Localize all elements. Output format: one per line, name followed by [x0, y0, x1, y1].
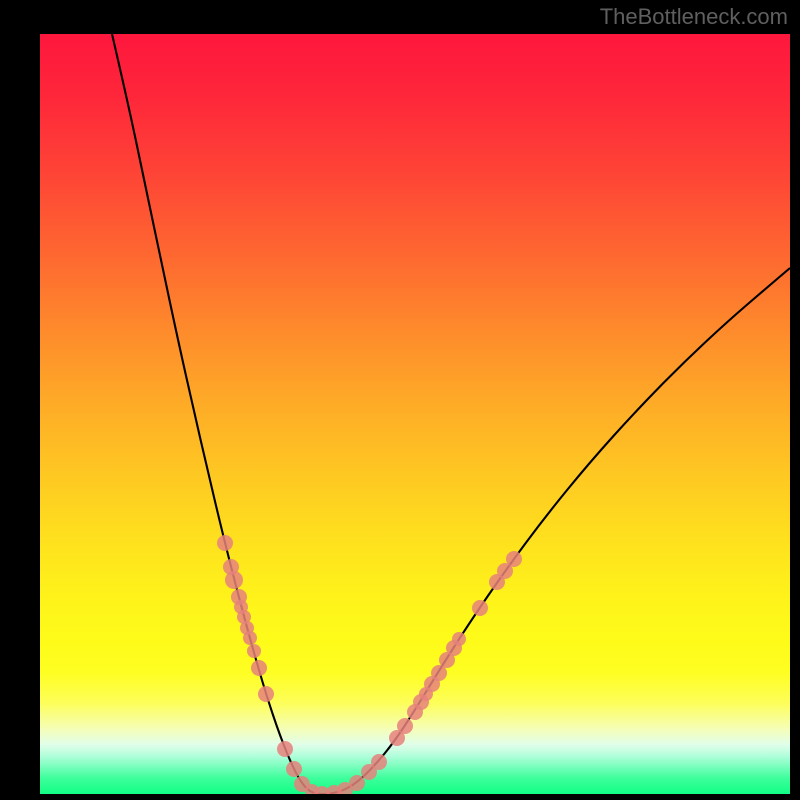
bottleneck-chart [0, 0, 800, 800]
plot-gradient-background [40, 34, 790, 794]
data-marker [247, 644, 261, 658]
data-marker [397, 718, 413, 734]
data-marker [277, 741, 293, 757]
data-marker [217, 535, 233, 551]
data-marker [286, 761, 302, 777]
data-marker [452, 632, 466, 646]
data-marker [371, 754, 387, 770]
data-marker [258, 686, 274, 702]
data-marker [349, 775, 365, 791]
data-marker [225, 571, 243, 589]
chart-container: TheBottleneck.com [0, 0, 800, 800]
data-marker [243, 631, 257, 645]
watermark-text: TheBottleneck.com [600, 4, 788, 30]
data-marker [251, 660, 267, 676]
data-marker [506, 551, 522, 567]
data-marker [472, 600, 488, 616]
